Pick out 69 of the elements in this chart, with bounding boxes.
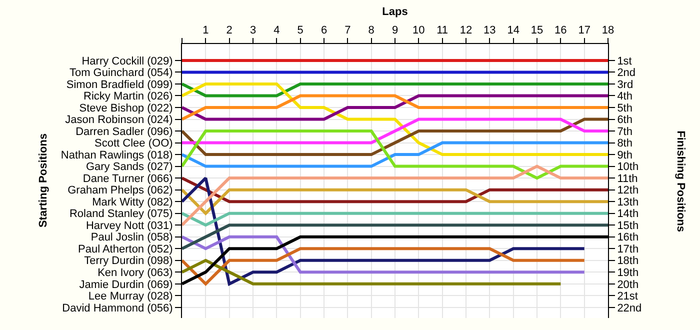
category-label: David Hammond (056) [62, 302, 173, 314]
y-tick-label: 8th [617, 138, 632, 150]
y-tick-label: 13th [617, 196, 639, 208]
x-tick-label: 12 [460, 24, 472, 37]
line-series [182, 164, 608, 227]
x-tick-label: 1 [202, 24, 209, 37]
category-label: Paul Joslin (058) [90, 232, 173, 244]
y-tick-label: 17th [617, 243, 639, 256]
x-tick-label: 9 [392, 24, 398, 37]
y-tick-label: 9th [617, 149, 632, 162]
category-label: Gary Sands (027) [86, 161, 173, 174]
x-tick-label: 2 [226, 24, 232, 37]
x-tick-label: 3 [250, 24, 256, 37]
x-tick-label: 6 [320, 24, 328, 37]
line-series [182, 82, 608, 156]
category-label: Scott Clee (OO) [94, 138, 173, 150]
y-tick-label: 14th [617, 208, 639, 220]
x-tick-label: 13 [484, 24, 496, 37]
x-tick-label: 8 [368, 24, 374, 37]
x-tick-label: 11 [436, 24, 448, 37]
y-tick-label: 4th [617, 90, 632, 103]
category-label: Darren Sadler (096) [76, 126, 173, 138]
x-tick-label: 16 [554, 24, 567, 37]
category-label: Jamie Durdin (069) [79, 278, 173, 291]
y-tick-label: 11th [617, 172, 638, 185]
category-label: Ricky Martin (026) [84, 90, 173, 103]
category-label: Graham Phelps (062) [68, 184, 173, 197]
y-tick-label: 2nd [617, 67, 636, 80]
y-tick-label: 22nd [617, 302, 642, 314]
x-tick-label: 5 [297, 24, 304, 37]
line-series [182, 118, 608, 156]
category-label: Ken Ivory (063) [98, 266, 173, 279]
x-tick-label: 14 [507, 24, 520, 37]
x-tick-label: 18 [602, 24, 614, 37]
y-tick-label: 19th [617, 266, 639, 279]
category-label: Dane Turner (066) [82, 172, 173, 185]
y-tick-label: 7th [617, 126, 632, 138]
x-tick-label: 10 [412, 24, 425, 37]
category-label: Tom Guinchard (054) [69, 67, 173, 80]
category-label: Steve Bishop (022) [79, 102, 173, 114]
x-axis-title: Laps [382, 6, 408, 18]
x-tick-label: 17 [578, 24, 590, 37]
y-tick-label: 1st [617, 55, 632, 68]
category-label: Harry Cockill (029) [82, 55, 173, 68]
y-tick-label: 12th [617, 184, 639, 197]
y-tick-label: 5th [617, 102, 632, 114]
category-label: Roland Stanley (075) [69, 208, 173, 220]
category-label: Nathan Rawlings (018) [60, 149, 173, 162]
y-tick-label: 16th [617, 232, 639, 244]
category-label: Jason Robinson (024) [65, 114, 173, 126]
y-tick-label: 18th [617, 255, 639, 268]
y-tick-label: 3rd [617, 78, 634, 91]
line-series [182, 176, 586, 286]
category-label: Terry Durdin (098) [84, 255, 173, 268]
y-tick-label: 20th [617, 278, 639, 291]
x-tick-label: 15 [530, 24, 544, 37]
x-tick-label: 4 [274, 24, 280, 37]
y-tick-label: 15th [617, 220, 639, 232]
category-label: Lee Murray (028) [88, 290, 173, 303]
y-tick-label: 21st [617, 290, 638, 303]
y-axis-title: Finishing Positions [674, 130, 686, 232]
y-tick-label: 10th [617, 161, 639, 174]
category-label: Simon Bradfield (099) [66, 78, 173, 91]
category-label: Mark Witty (082) [92, 196, 173, 208]
x-tick-label: 7 [344, 24, 351, 37]
y-tick-label: 6th [617, 114, 632, 126]
text: Starting Positions [38, 133, 50, 228]
category-label: Paul Atherton (052) [78, 243, 173, 256]
category-label: Harvey Nott (031) [86, 220, 173, 232]
